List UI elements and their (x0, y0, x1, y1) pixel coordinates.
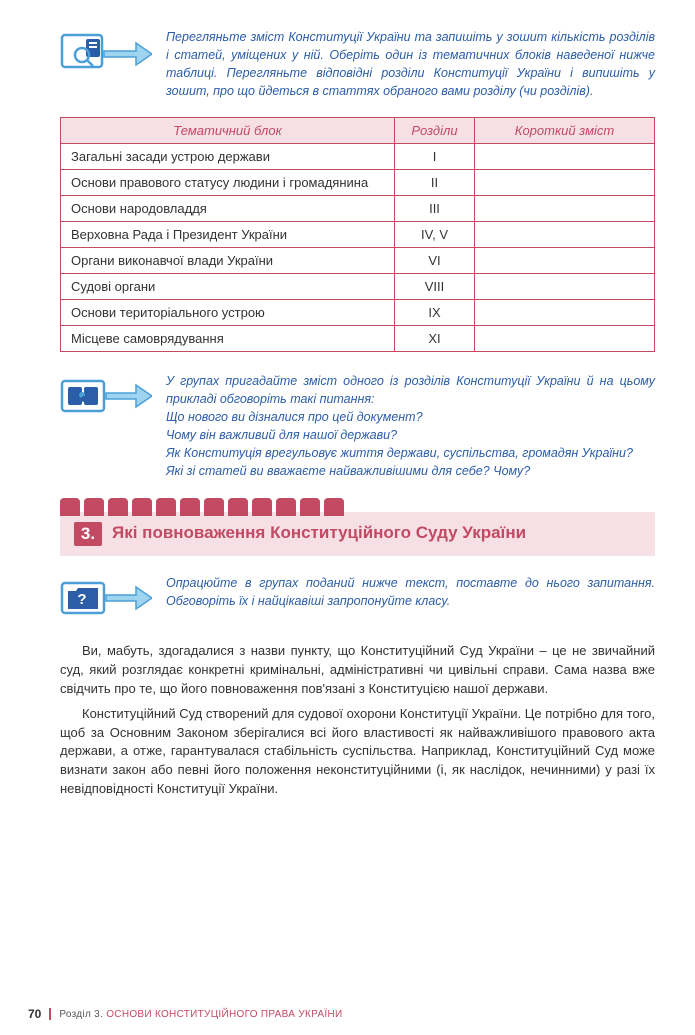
cell-rozdil: IV, V (395, 221, 475, 247)
section-header-wrap: 3. Які повноваження Конституційного Суду… (60, 498, 655, 556)
cell-block: Судові органи (61, 273, 395, 299)
cell-short (475, 325, 655, 351)
cell-short (475, 247, 655, 273)
section-header: 3. Які повноваження Конституційного Суду… (60, 512, 655, 556)
table-row: Основи народовладдяIII (61, 195, 655, 221)
task-3-block: ? Опрацюйте в групах поданий нижче текст… (60, 574, 655, 626)
cell-rozdil: II (395, 169, 475, 195)
task-2-line: Які зі статей ви вважаєте найважливішими… (166, 462, 655, 480)
book-puzzle-arrow-icon (60, 372, 152, 424)
table-body: Загальні засади устрою державиIОснови пр… (61, 143, 655, 351)
cell-block: Загальні засади устрою держави (61, 143, 395, 169)
footer-prefix: Розділ 3. (59, 1009, 103, 1020)
footer-divider (49, 1008, 51, 1020)
paragraph: Ви, мабуть, здогадалися з назви пункту, … (60, 642, 655, 699)
task-2-block: У групах пригадайте зміст одного із розд… (60, 372, 655, 481)
cell-rozdil: IX (395, 299, 475, 325)
cell-short (475, 169, 655, 195)
cell-block: Верховна Рада і Президент України (61, 221, 395, 247)
table-header-rozdil: Розділи (395, 117, 475, 143)
cell-short (475, 143, 655, 169)
page-footer: 70 Розділ 3. ОСНОВИ КОНСТИТУЦІЙНОГО ПРАВ… (28, 1007, 342, 1021)
table-row: Судові органиVIII (61, 273, 655, 299)
footer-label: Розділ 3. ОСНОВИ КОНСТИТУЦІЙНОГО ПРАВА У… (59, 1009, 342, 1020)
cell-rozdil: III (395, 195, 475, 221)
paragraph: Конституційний Суд створений для судової… (60, 705, 655, 799)
task-3-text: Опрацюйте в групах поданий нижче текст, … (166, 574, 655, 610)
cell-rozdil: VIII (395, 273, 475, 299)
search-doc-arrow-icon (60, 28, 152, 80)
table-row: Основи територіального устроюIX (61, 299, 655, 325)
task-2-line: Чому він важливий для нашої держави? (166, 426, 655, 444)
cell-block: Основи територіального устрою (61, 299, 395, 325)
cell-block: Основи народовладдя (61, 195, 395, 221)
section-title: Які повноваження Конституційного Суду Ук… (112, 522, 526, 544)
cell-block: Основи правового статусу людини і громад… (61, 169, 395, 195)
task-2-line: Що нового ви дізналися про цей документ? (166, 408, 655, 426)
thematic-table: Тематичний блок Розділи Короткий зміст З… (60, 117, 655, 352)
task-1-block: Перегляньте зміст Конституції України та… (60, 28, 655, 101)
cell-rozdil: I (395, 143, 475, 169)
table-header-block: Тематичний блок (61, 117, 395, 143)
page-number: 70 (28, 1007, 41, 1021)
cell-short (475, 195, 655, 221)
table-header-short: Короткий зміст (475, 117, 655, 143)
question-folder-arrow-icon: ? (60, 574, 152, 626)
task-2-text: У групах пригадайте зміст одного із розд… (166, 372, 655, 481)
table-row: Основи правового статусу людини і громад… (61, 169, 655, 195)
cell-short (475, 299, 655, 325)
cell-short (475, 221, 655, 247)
task-2-line: Як Конституція врегульовує життя держави… (166, 444, 655, 462)
cell-short (475, 273, 655, 299)
footer-rest: ОСНОВИ КОНСТИТУЦІЙНОГО ПРАВА УКРАЇНИ (106, 1009, 342, 1020)
table-row: Загальні засади устрою державиI (61, 143, 655, 169)
svg-text:?: ? (77, 591, 86, 608)
section-number: 3. (74, 522, 102, 546)
table-row: Місцеве самоврядуванняXI (61, 325, 655, 351)
cell-rozdil: VI (395, 247, 475, 273)
table-row: Органи виконавчої влади УкраїниVI (61, 247, 655, 273)
table-row: Верховна Рада і Президент УкраїниIV, V (61, 221, 655, 247)
task-2-line: У групах пригадайте зміст одного із розд… (166, 372, 655, 408)
cell-rozdil: XI (395, 325, 475, 351)
cell-block: Органи виконавчої влади України (61, 247, 395, 273)
task-1-text: Перегляньте зміст Конституції України та… (166, 28, 655, 101)
cell-block: Місцеве самоврядування (61, 325, 395, 351)
